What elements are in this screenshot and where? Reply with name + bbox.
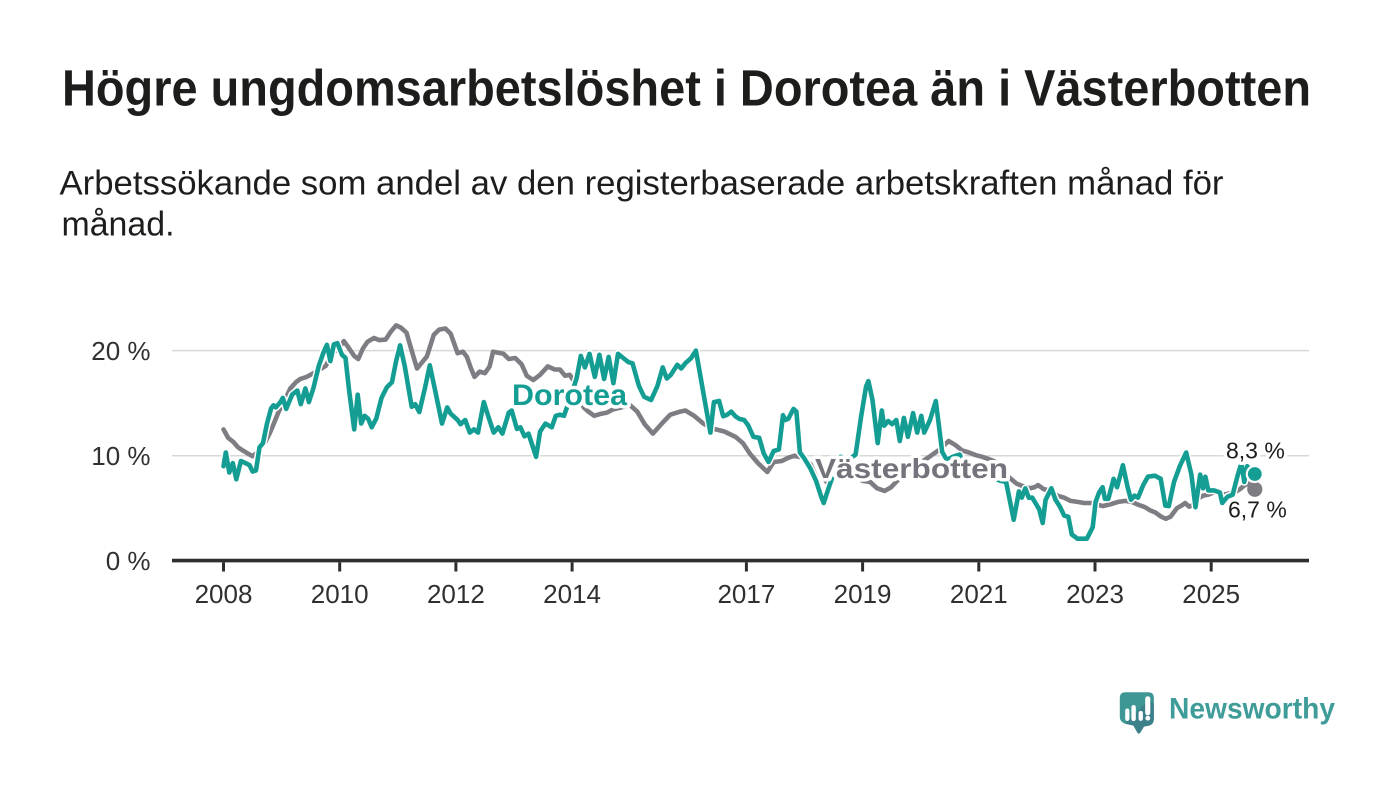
svg-text:2014: 2014 bbox=[543, 579, 601, 609]
svg-text:2017: 2017 bbox=[717, 579, 775, 609]
svg-text:2021: 2021 bbox=[950, 579, 1008, 609]
svg-text:2010: 2010 bbox=[311, 579, 369, 609]
svg-text:Newsworthy: Newsworthy bbox=[1169, 692, 1335, 725]
svg-text:Dorotea: Dorotea bbox=[512, 379, 628, 412]
svg-text:10 %: 10 % bbox=[91, 441, 150, 471]
svg-text:6,7 %: 6,7 % bbox=[1228, 497, 1287, 523]
svg-text:0 %: 0 % bbox=[106, 546, 151, 576]
svg-text:2008: 2008 bbox=[195, 579, 253, 609]
svg-text:Högre ungdomsarbetslöshet i Do: Högre ungdomsarbetslöshet i Dorotea än i… bbox=[62, 60, 1311, 117]
svg-text:2019: 2019 bbox=[834, 579, 892, 609]
svg-text:2023: 2023 bbox=[1066, 579, 1124, 609]
svg-text:20 %: 20 % bbox=[91, 336, 150, 366]
svg-text:2025: 2025 bbox=[1182, 579, 1240, 609]
svg-text:8,3 %: 8,3 % bbox=[1226, 438, 1285, 464]
svg-text:månad.: månad. bbox=[62, 206, 175, 244]
svg-text:Arbetssökande som andel av den: Arbetssökande som andel av den registerb… bbox=[60, 165, 1224, 203]
svg-text:Västerbotten: Västerbotten bbox=[815, 453, 1008, 484]
svg-text:2012: 2012 bbox=[427, 579, 485, 609]
